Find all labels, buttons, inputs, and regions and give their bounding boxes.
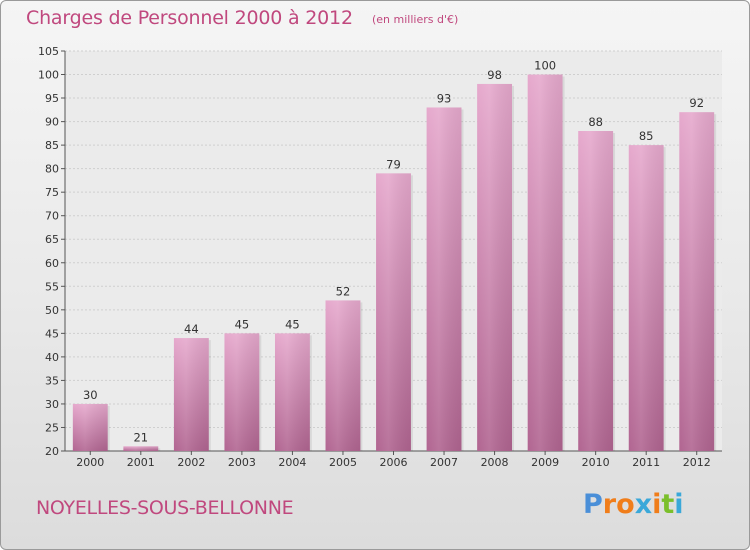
logo-letter: t — [661, 489, 675, 520]
x-tick-label: 2007 — [430, 456, 458, 469]
x-tick-label: 2008 — [481, 456, 509, 469]
bar-highlight — [224, 333, 260, 451]
data-label: 79 — [386, 157, 401, 171]
x-tick-label: 2000 — [76, 456, 104, 469]
bar-highlight — [527, 74, 563, 451]
y-tick-label: 65 — [45, 233, 59, 246]
x-tick-label: 2009 — [531, 456, 559, 469]
data-label: 88 — [588, 115, 603, 129]
y-tick-label: 80 — [45, 163, 59, 176]
y-tick-label: 55 — [45, 280, 59, 293]
x-tick-label: 2003 — [228, 456, 256, 469]
y-tick-label: 35 — [45, 374, 59, 387]
bar-highlight — [628, 145, 664, 451]
x-tick-label: 2011 — [632, 456, 660, 469]
y-tick-label: 85 — [45, 139, 59, 152]
x-tick-label: 2002 — [177, 456, 205, 469]
chart-subtitle: (en milliers d'€) — [372, 13, 459, 26]
y-tick-label: 50 — [45, 304, 59, 317]
logo-letter: i — [652, 489, 662, 520]
x-tick-label: 2010 — [582, 456, 610, 469]
data-label: 45 — [285, 317, 300, 331]
x-tick-label: 2006 — [380, 456, 408, 469]
commune-name: NOYELLES-SOUS-BELLONNE — [36, 497, 294, 519]
data-label: 52 — [336, 284, 351, 298]
data-label: 92 — [689, 96, 704, 110]
data-label: 100 — [534, 59, 556, 73]
y-tick-label: 75 — [45, 186, 59, 199]
logo-letter: P — [583, 489, 603, 520]
bar-highlight — [274, 333, 310, 451]
bar-highlight — [578, 131, 614, 451]
bar-highlight — [72, 403, 108, 451]
y-tick-label: 90 — [45, 116, 59, 129]
data-label: 30 — [83, 388, 98, 402]
bar-highlight — [123, 446, 159, 451]
y-tick-label: 40 — [45, 351, 59, 364]
label-layer: 30 21 44 45 45 52 79 93 98 100 88 85 92 — [83, 59, 704, 445]
bar-highlight — [679, 112, 715, 452]
x-tick-label: 2004 — [278, 456, 306, 469]
x-tick-label: 2012 — [683, 456, 711, 469]
data-label: 93 — [437, 91, 452, 105]
logo-letter: o — [616, 489, 635, 520]
y-tick-label: 20 — [45, 445, 59, 458]
x-tick-label: 2001 — [127, 456, 155, 469]
logo-letter: r — [602, 489, 617, 520]
y-tick-label: 45 — [45, 327, 59, 340]
bar-highlight — [426, 107, 462, 452]
y-tick-label: 70 — [45, 210, 59, 223]
y-tick-label: 25 — [45, 421, 59, 434]
chart-title: Charges de Personnel 2000 à 2012 — [26, 7, 353, 29]
proxiti-logo[interactable]: Proxiti — [583, 489, 684, 520]
data-label: 45 — [235, 317, 250, 331]
bar-highlight — [477, 83, 513, 452]
bar-highlight — [325, 300, 361, 451]
data-label: 98 — [487, 68, 502, 82]
y-tick-label: 60 — [45, 257, 59, 270]
data-label: 44 — [184, 322, 199, 336]
x-tick-label: 2005 — [329, 456, 357, 469]
logo-letter: i — [674, 489, 684, 520]
y-tick-label: 30 — [45, 398, 59, 411]
y-tick-label: 95 — [45, 92, 59, 105]
bar-layer — [72, 74, 717, 452]
data-label: 21 — [133, 430, 148, 444]
y-tick-label: 105 — [38, 45, 59, 58]
y-tick-label: 100 — [38, 69, 59, 82]
bar-highlight — [376, 173, 411, 451]
data-label: 85 — [639, 129, 654, 143]
bar-highlight — [173, 338, 209, 451]
logo-letter: x — [634, 489, 653, 520]
